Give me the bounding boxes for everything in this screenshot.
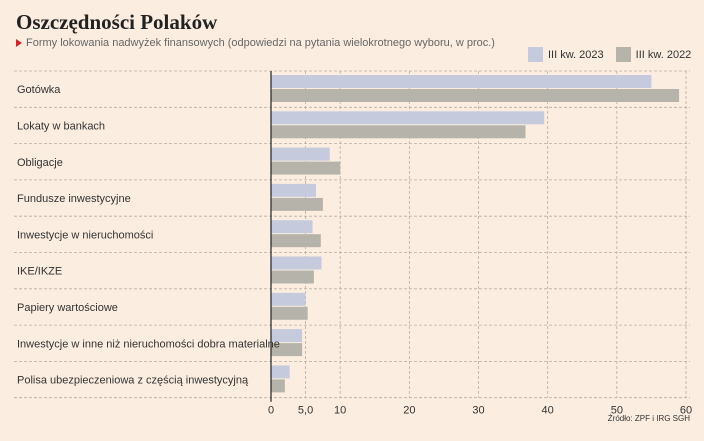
category-label: Inwestycje w inne niż nieruchomości dobr…	[17, 338, 280, 350]
chart-subtitle: Formy lokowania nadwyżek finansowych (od…	[16, 37, 495, 49]
legend-label-2022: III kw. 2022	[635, 48, 692, 61]
bar	[271, 125, 526, 139]
x-tick-label: 20	[403, 405, 415, 417]
x-tick-label: 40	[542, 405, 554, 417]
source-note: Źródło: ZPF i IRG SGH	[607, 414, 690, 423]
chart-title: Oszczędności Polaków	[16, 10, 218, 34]
category-label: IKE/IKZE	[17, 266, 62, 278]
bar	[271, 161, 341, 175]
legend-swatch-2023	[528, 47, 543, 62]
legend: III kw. 2023 III kw. 2022	[528, 47, 703, 62]
bar	[271, 365, 290, 379]
bar	[271, 329, 303, 343]
triangle-bullet-icon	[16, 39, 22, 47]
legend-label-2023: III kw. 2023	[548, 48, 604, 61]
x-tick-label: 50	[611, 405, 623, 417]
bar	[271, 379, 285, 393]
bar	[271, 75, 652, 88]
subtitle-text: Formy lokowania nadwyżek finansowych (od…	[26, 37, 495, 49]
category-label: Lokaty w bankach	[17, 120, 105, 132]
x-tick-label: 5,0	[298, 405, 313, 417]
bar	[271, 234, 321, 248]
bar	[271, 220, 313, 234]
bar	[271, 343, 303, 357]
category-label: Papiery wartościowe	[17, 302, 118, 314]
legend-item-2022: III kw. 2022	[615, 47, 692, 62]
category-label: Fundusze inwestycyjne	[17, 193, 131, 205]
legend-item-2023: III kw. 2023	[528, 47, 604, 62]
bar	[271, 270, 314, 284]
x-tick-label: 60	[680, 405, 692, 417]
bar	[271, 306, 308, 320]
bar	[271, 292, 306, 306]
bar	[271, 111, 545, 125]
category-label: Obligacje	[17, 157, 63, 169]
category-label: Inwestycje w nieruchomości	[17, 229, 153, 241]
bar	[271, 256, 322, 270]
x-tick-label: 30	[472, 405, 484, 417]
legend-swatch-2022	[615, 47, 631, 62]
bar	[271, 89, 680, 102]
bar	[271, 183, 316, 197]
x-tick-label: 10	[334, 405, 346, 417]
bar	[271, 197, 323, 211]
x-tick-label: 0	[268, 405, 274, 417]
category-label: Gotówka	[17, 84, 61, 96]
bar	[271, 147, 330, 161]
category-label: Polisa ubezpieczeniowa z częścią inwesty…	[17, 375, 249, 387]
